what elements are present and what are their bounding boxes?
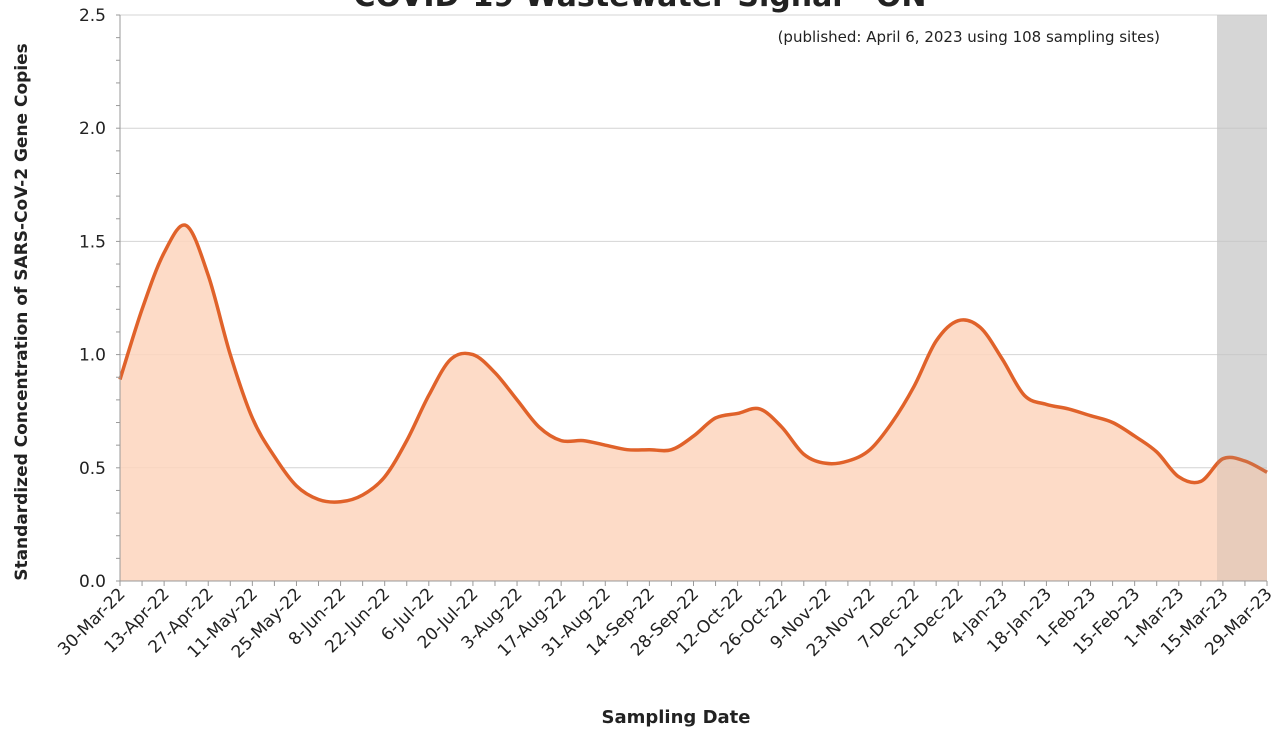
y-tick-label: 1.5 <box>79 232 106 252</box>
y-axis-label: Standardized Concentration of SARS-CoV-2… <box>12 43 32 581</box>
y-tick-label: 0.0 <box>79 572 106 592</box>
x-axis-label: Sampling Date <box>602 707 751 728</box>
annotation: (published: April 6, 2023 using 108 samp… <box>778 28 1160 46</box>
chart-title: COVID-19 Wastewater Signal - ON <box>353 0 926 14</box>
line <box>118 223 1268 504</box>
y-tick-label: 1.0 <box>79 346 106 366</box>
provisional-shade-overlay <box>1217 15 1267 581</box>
area <box>120 225 1267 581</box>
y-tick-label: 0.5 <box>79 459 106 479</box>
y-tick-label: 2.5 <box>79 6 106 26</box>
y-tick-label: 2.0 <box>79 119 106 139</box>
